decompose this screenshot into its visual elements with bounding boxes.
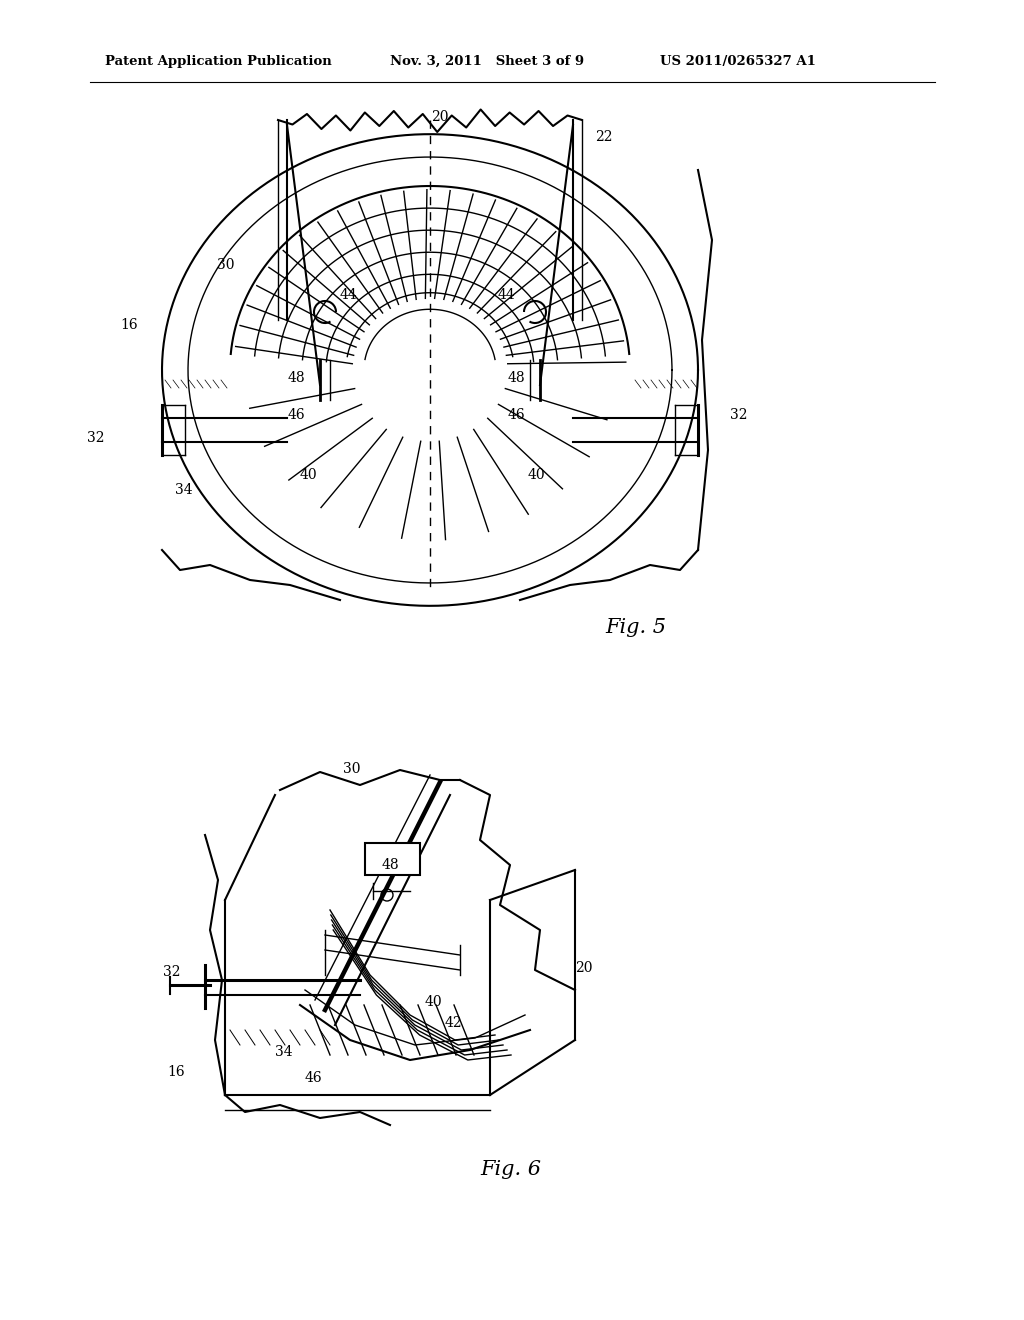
Text: 42: 42 xyxy=(445,1016,463,1030)
Text: 48: 48 xyxy=(288,371,305,385)
Text: 16: 16 xyxy=(167,1065,185,1078)
Text: Fig. 6: Fig. 6 xyxy=(480,1160,541,1179)
Text: 48: 48 xyxy=(508,371,525,385)
Text: 32: 32 xyxy=(163,965,180,979)
Text: 20: 20 xyxy=(431,110,449,124)
Text: 44: 44 xyxy=(498,288,516,302)
Text: 22: 22 xyxy=(595,129,612,144)
Text: 16: 16 xyxy=(120,318,137,333)
Text: US 2011/0265327 A1: US 2011/0265327 A1 xyxy=(660,55,816,69)
Text: 20: 20 xyxy=(575,961,593,975)
Text: Fig. 5: Fig. 5 xyxy=(605,618,666,638)
Text: 46: 46 xyxy=(305,1071,323,1085)
Bar xyxy=(365,843,420,875)
Text: 30: 30 xyxy=(343,762,360,776)
Text: 32: 32 xyxy=(730,408,748,422)
Text: 34: 34 xyxy=(175,483,193,498)
Text: 30: 30 xyxy=(217,257,234,272)
Text: 40: 40 xyxy=(425,995,442,1008)
Text: 32: 32 xyxy=(87,432,105,445)
Text: 46: 46 xyxy=(288,408,305,422)
Text: 34: 34 xyxy=(275,1045,293,1059)
Text: Patent Application Publication: Patent Application Publication xyxy=(105,55,332,69)
Text: Nov. 3, 2011   Sheet 3 of 9: Nov. 3, 2011 Sheet 3 of 9 xyxy=(390,55,584,69)
Text: 44: 44 xyxy=(340,288,357,302)
Text: 48: 48 xyxy=(381,858,398,873)
Text: 40: 40 xyxy=(528,469,546,482)
Text: 46: 46 xyxy=(508,408,525,422)
Text: 40: 40 xyxy=(300,469,317,482)
